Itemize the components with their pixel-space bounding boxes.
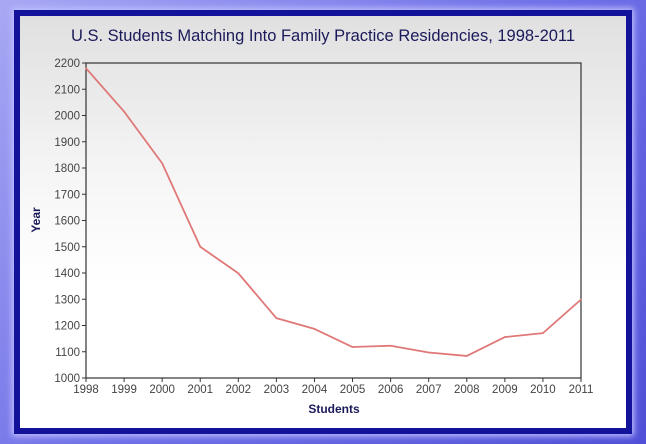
y-tick-label: 1000 <box>54 373 80 385</box>
x-tick-label: 1999 <box>111 384 137 396</box>
series-line-students <box>85 67 582 357</box>
data-point <box>504 336 506 338</box>
x-axis-label: Students <box>308 402 360 416</box>
data-point <box>389 344 392 347</box>
data-point <box>161 162 163 165</box>
x-tick-label: 2003 <box>264 384 290 396</box>
y-tick-label: 2100 <box>54 84 80 96</box>
x-tick-label: 2001 <box>187 384 213 396</box>
x-tick-label: 2009 <box>492 384 518 396</box>
x-tick-label: 2010 <box>530 384 556 396</box>
data-point <box>275 317 278 319</box>
plot-area-border <box>85 62 582 379</box>
y-tick-label: 1800 <box>54 163 80 175</box>
x-tick-label: 2007 <box>416 384 442 396</box>
y-tick-label: 1400 <box>54 268 80 280</box>
y-tick-label: 1500 <box>54 242 80 254</box>
y-tick-label: 2000 <box>54 111 80 123</box>
data-point <box>199 245 202 248</box>
data-point <box>542 332 544 334</box>
y-tick-label: 1300 <box>54 294 80 306</box>
data-point <box>465 355 468 357</box>
data-point <box>313 328 316 330</box>
y-tick-label: 1200 <box>54 321 80 333</box>
x-tick-label: 2004 <box>302 384 328 396</box>
x-tick-label: 2005 <box>340 384 366 396</box>
chart-panel <box>20 16 626 428</box>
x-tick-label: 1998 <box>73 384 99 396</box>
data-point <box>351 346 354 348</box>
x-tick-label: 2000 <box>149 384 175 396</box>
y-tick-label: 1700 <box>54 189 80 201</box>
x-tick-label: 2008 <box>454 384 480 396</box>
data-point <box>237 272 240 275</box>
y-tick-label: 2200 <box>54 58 80 70</box>
y-tick-label: 1600 <box>54 216 80 228</box>
x-tick-label: 2011 <box>569 384 594 396</box>
data-point <box>85 67 87 70</box>
data-point <box>123 110 125 113</box>
data-point <box>427 351 430 354</box>
y-axis-label: Year <box>29 207 43 233</box>
x-tick-label: 2006 <box>378 384 404 396</box>
chart-title: U.S. Students Matching Into Family Pract… <box>71 27 575 45</box>
x-tick-label: 2002 <box>226 384 252 396</box>
y-tick-label: 1900 <box>54 137 80 149</box>
y-tick-label: 1100 <box>55 347 80 359</box>
data-point <box>580 298 582 301</box>
